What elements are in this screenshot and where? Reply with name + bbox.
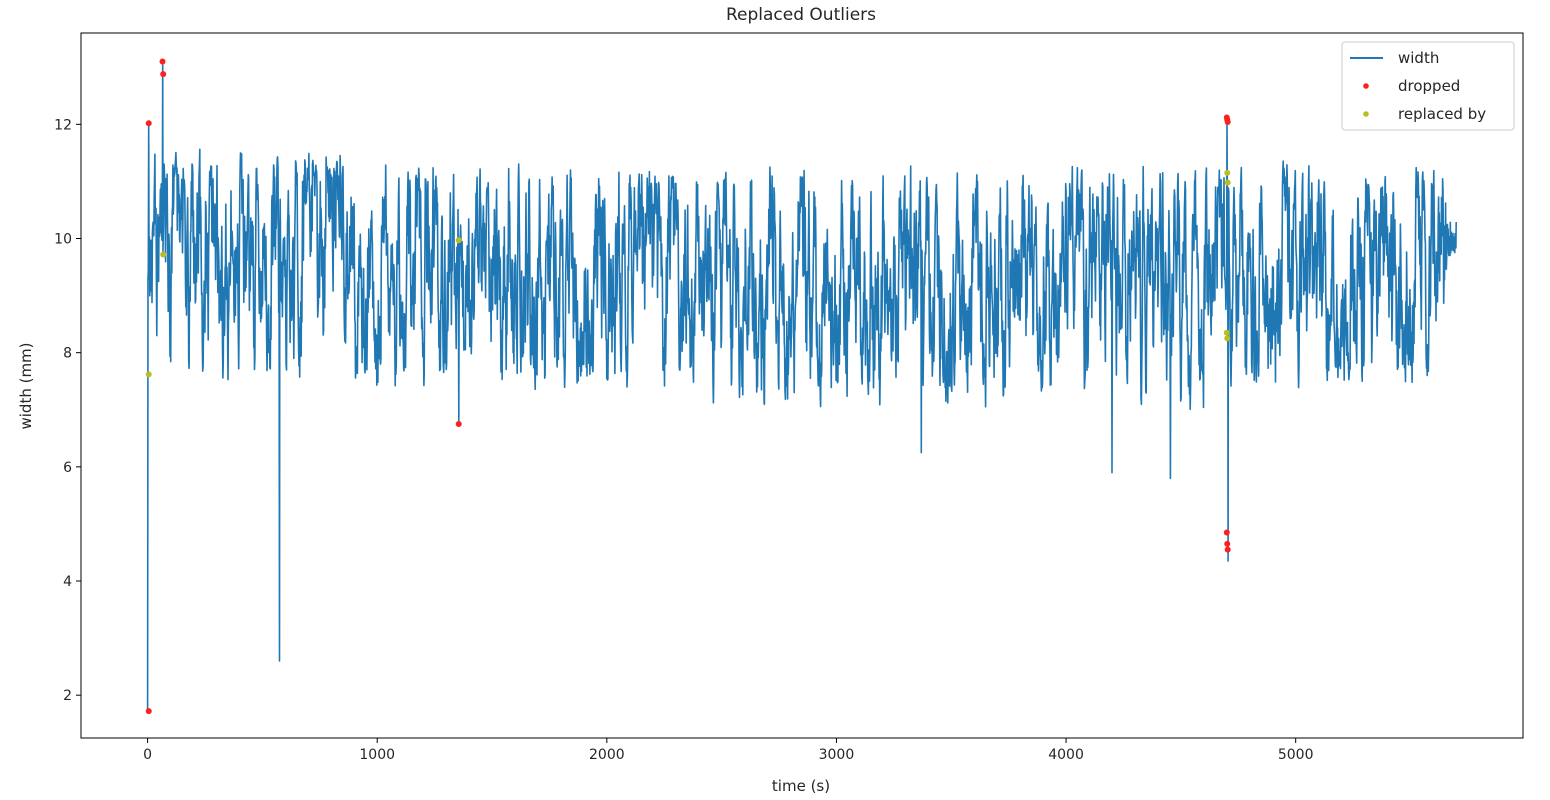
chart-title: Replaced Outliers <box>726 5 876 25</box>
y-tick-label: 4 <box>63 574 72 590</box>
dropped-point <box>145 708 152 715</box>
y-axis: 2 4 6 8 10 12 <box>54 117 81 704</box>
replaced-point <box>1224 169 1231 176</box>
x-tick-label: 3000 <box>819 747 855 763</box>
replaced-point <box>455 237 462 244</box>
dropped-point <box>1224 540 1231 547</box>
legend-swatch-dropped <box>1363 83 1369 89</box>
series-line-width <box>146 60 1457 713</box>
replaced-point <box>1224 179 1231 186</box>
y-axis-label: width (mm) <box>17 342 35 429</box>
y-tick-label: 10 <box>54 232 72 248</box>
legend-box <box>1341 41 1515 131</box>
x-tick-label: 5000 <box>1278 747 1314 763</box>
dropped-point <box>455 421 462 428</box>
x-axis-label: time (s) <box>772 777 830 795</box>
y-tick-label: 8 <box>63 346 72 362</box>
x-tick-label: 2000 <box>589 747 625 763</box>
x-tick-label: 4000 <box>1048 747 1084 763</box>
replaced-point <box>145 371 152 378</box>
x-tick-label: 1000 <box>359 747 395 763</box>
dropped-point <box>159 58 166 65</box>
y-tick-label: 12 <box>54 117 72 133</box>
plot-frame <box>81 33 1523 738</box>
replaced-point <box>1223 329 1230 336</box>
replaced-point <box>160 251 167 258</box>
legend-label-dropped: dropped <box>1398 77 1460 95</box>
x-axis: 0 1000 2000 3000 4000 5000 <box>143 738 1313 763</box>
legend-label-width: width <box>1398 49 1439 67</box>
x-tick-label: 0 <box>143 747 152 763</box>
y-tick-label: 6 <box>63 460 72 476</box>
data-layer <box>145 58 1457 715</box>
dropped-point <box>145 120 152 127</box>
legend-swatch-replaced-by <box>1363 111 1369 117</box>
dropped-point <box>160 71 167 78</box>
y-tick-label: 2 <box>63 688 72 704</box>
dropped-point <box>1224 119 1231 126</box>
dropped-point <box>1224 546 1231 553</box>
legend-label-replaced-by: replaced by <box>1398 105 1486 123</box>
dropped-point <box>1223 529 1230 536</box>
plot-border <box>80 32 1524 739</box>
replaced-point <box>1224 335 1231 342</box>
legend: width dropped replaced by <box>1341 41 1515 131</box>
